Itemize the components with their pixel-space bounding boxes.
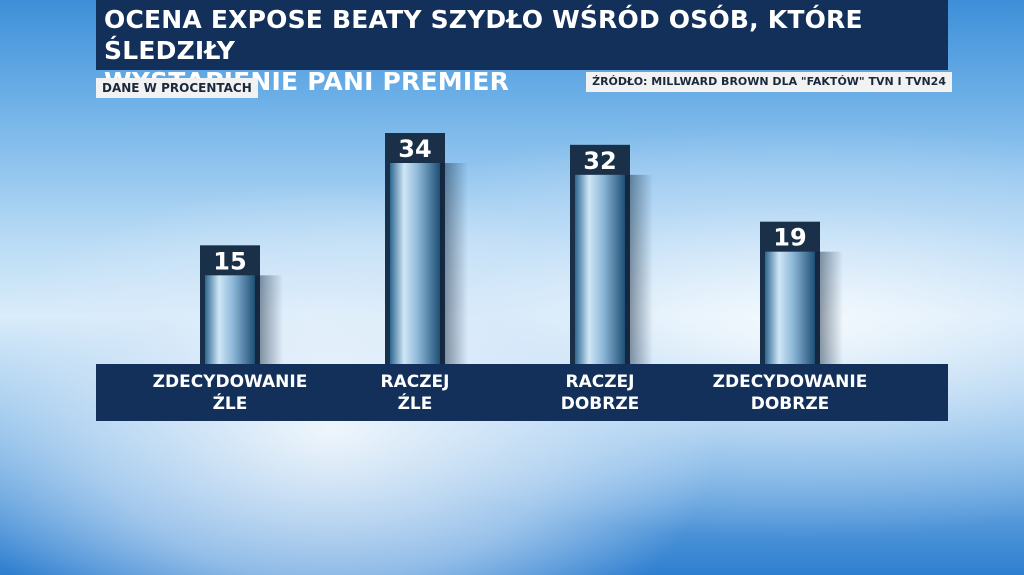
category-label-line: ŹLE xyxy=(397,394,433,414)
title-band xyxy=(96,0,948,70)
bar-shadow xyxy=(625,174,653,364)
bar-shadow xyxy=(440,163,468,364)
bar xyxy=(765,251,815,364)
bar xyxy=(390,163,440,364)
category-label: ZDECYDOWANIE ŹLE xyxy=(135,371,325,415)
unit-note: DANE W PROCENTACH xyxy=(96,78,258,98)
category-band xyxy=(96,364,948,421)
category-label-line: ŹLE xyxy=(212,394,248,414)
bar-shadow xyxy=(255,275,283,364)
category-label-line: ZDECYDOWANIE xyxy=(152,372,308,392)
bar-value-label: 32 xyxy=(583,147,616,175)
category-label-line: DOBRZE xyxy=(560,394,640,414)
bar xyxy=(575,174,625,364)
category-label-line: RACZEJ xyxy=(380,372,450,392)
category-label: RACZEJ ŹLE xyxy=(320,371,510,415)
bar xyxy=(205,275,255,364)
bar-value-label: 34 xyxy=(398,135,431,163)
category-label-line: DOBRZE xyxy=(750,394,830,414)
source-note: ŹRÓDŁO: MILLWARD BROWN DLA "FAKTÓW" TVN … xyxy=(586,72,952,92)
title-line-1: OCENA EXPOSE BEATY SZYDŁO WŚRÓD OSÓB, KT… xyxy=(104,5,863,65)
bar-value-label: 15 xyxy=(213,247,246,275)
category-label: RACZEJ DOBRZE xyxy=(505,371,695,415)
bar-shadow xyxy=(815,251,843,364)
category-label-line: ZDECYDOWANIE xyxy=(712,372,868,392)
bar-value-label: 19 xyxy=(773,224,806,252)
category-label: ZDECYDOWANIE DOBRZE xyxy=(695,371,885,415)
category-label-line: RACZEJ xyxy=(565,372,635,392)
